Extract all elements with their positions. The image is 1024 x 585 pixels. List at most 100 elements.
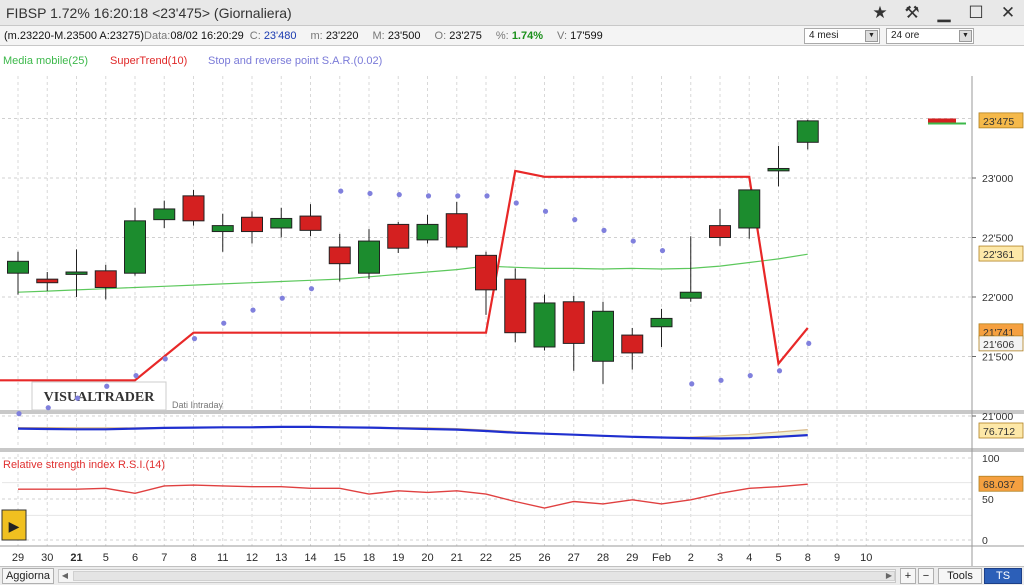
zoom-out-button[interactable]: − (918, 568, 934, 584)
watermark-sub: Dati Intraday (172, 400, 224, 410)
rsi-tick-label: 50 (982, 494, 994, 506)
chart-canvas[interactable]: VISUALTRADER Dati Intraday 21'00021'5002… (0, 46, 1024, 566)
sar-dot (74, 395, 81, 401)
rsi-panel (18, 483, 808, 509)
legend-ma: Media mobile(25) (3, 55, 88, 67)
candle-body (562, 301, 585, 344)
price-tick-label: 23'000 (982, 173, 1013, 185)
side-panel-toggle[interactable]: ▶ (1, 509, 27, 541)
date-axis: 29 30 21 5 6 7 8 11 12 13 14 15 18 19 20 21 22 25 26 27 28 29… (12, 552, 873, 564)
sar-dot (45, 405, 51, 411)
supertrend-line (0, 169, 809, 382)
date-tick-label: 27 (568, 552, 580, 564)
date-tick-label: 6 (132, 552, 138, 564)
maximize-icon[interactable]: ☐ (968, 3, 984, 22)
date-tick-label: 18 (363, 552, 375, 564)
sar-dot (484, 193, 490, 199)
candle-body (36, 278, 59, 284)
chevron-down-icon: ▼ (959, 30, 972, 42)
date-tick-label: 30 (41, 552, 53, 564)
legend-sar: Stop and reverse point S.A.R.(0.02) (208, 55, 382, 67)
candle-body (679, 291, 702, 299)
period-select[interactable]: 4 mesi ▼ (804, 28, 880, 44)
sar-badge-bg (978, 335, 1024, 352)
sar-dot (747, 372, 753, 379)
candle-body (94, 270, 117, 288)
date-tick-label: 5 (103, 552, 109, 564)
candle-body (182, 195, 205, 222)
sar-badge: 21'606 (983, 339, 1014, 351)
sar-dot (659, 247, 666, 254)
candle-body (387, 223, 410, 249)
scrollbar-thumb[interactable] (73, 571, 895, 581)
date-tick-label: 22 (480, 552, 492, 564)
candle-body (504, 278, 527, 334)
sar-dot (601, 227, 607, 233)
date-field: Data:08/02 16:20:29 (144, 29, 244, 42)
close-field: C: 23'480 (249, 29, 297, 42)
sar-dot (396, 192, 402, 198)
scroll-left-icon[interactable]: ◀ (61, 571, 69, 580)
quote-info-bar: (m.23220-M.23500 A:23275) Data:08/02 16:… (0, 26, 1024, 46)
volume-field: V: 17'599 (557, 29, 603, 42)
candle-body (475, 254, 497, 291)
sar-dots (16, 188, 812, 417)
date-tick-label: 4 (746, 552, 752, 564)
sar-dot (689, 381, 695, 387)
panel-divider (0, 410, 1024, 414)
date-tick-label: 10 (860, 552, 872, 564)
candle-body (738, 189, 761, 229)
date-tick-label: 2 (688, 552, 694, 564)
tools-button[interactable]: Tools (938, 568, 982, 584)
scroll-right-icon[interactable]: ▶ (885, 571, 893, 580)
oscillator-panel (17, 425, 808, 440)
window-controls: ★ ⚒ ▁ ☐ ✕ (864, 0, 1024, 25)
candles (7, 119, 819, 384)
moving-average-path (17, 253, 808, 293)
date-tick-label: 25 (509, 552, 521, 564)
star-icon[interactable]: ★ (872, 3, 888, 22)
sar-dot (776, 368, 783, 374)
sar-dot (308, 286, 315, 292)
date-tick-label: 20 (421, 552, 433, 564)
close-icon[interactable]: ✕ (1000, 3, 1016, 22)
price-tick-label: 21'500 (982, 352, 1013, 364)
sar-dot (513, 200, 519, 206)
last-price-badge: 23'475 (983, 116, 1014, 128)
sar-dot (572, 217, 578, 223)
candle-body (211, 225, 234, 233)
status-bar: Aggiorna ◀ ▶ + − Tools TS OFF (0, 566, 1024, 585)
candle-body (709, 225, 731, 239)
open-field: O: 23'275 (434, 29, 482, 42)
sar-dot (806, 340, 812, 347)
candle-body (7, 260, 29, 274)
candle-body (416, 223, 439, 241)
date-tick-label: 13 (275, 552, 287, 564)
interval-select[interactable]: 24 ore ▼ (886, 28, 974, 44)
chevron-right-icon: ▶ (9, 519, 20, 535)
candle-body (241, 216, 263, 233)
sar-dot (542, 208, 549, 214)
refresh-button[interactable]: Aggiorna (2, 568, 54, 584)
date-tick-label: 12 (246, 552, 258, 564)
date-tick-label: 8 (190, 552, 196, 564)
date-tick-label: 21 (451, 552, 463, 564)
date-tick-label: 29 (626, 552, 638, 564)
date-tick-label: 28 (597, 552, 609, 564)
date-tick-label: 9 (834, 552, 840, 564)
zoom-in-button[interactable]: + (900, 568, 916, 584)
date-tick-label: 5 (775, 552, 781, 564)
minimize-icon[interactable]: ▁ (937, 3, 951, 22)
sar-dot (367, 190, 373, 197)
ts-toggle-button[interactable]: TS OFF (984, 568, 1022, 585)
last-price-marker (928, 118, 956, 125)
pin-icon[interactable]: ⚒ (904, 3, 920, 22)
sar-dot (16, 411, 22, 417)
legend-rsi: Relative strength index R.S.I.(14) (3, 459, 165, 471)
title-bar: FIBSP 1.72% 16:20:18 <23'475> (Giornalie… (0, 0, 1024, 26)
last-price-badge-bg (978, 112, 1024, 129)
date-tick-label: 26 (538, 552, 550, 564)
horizontal-scrollbar[interactable]: ◀ ▶ (58, 569, 896, 583)
main-plot-area (2, 76, 972, 410)
date-tick-label: 19 (392, 552, 404, 564)
